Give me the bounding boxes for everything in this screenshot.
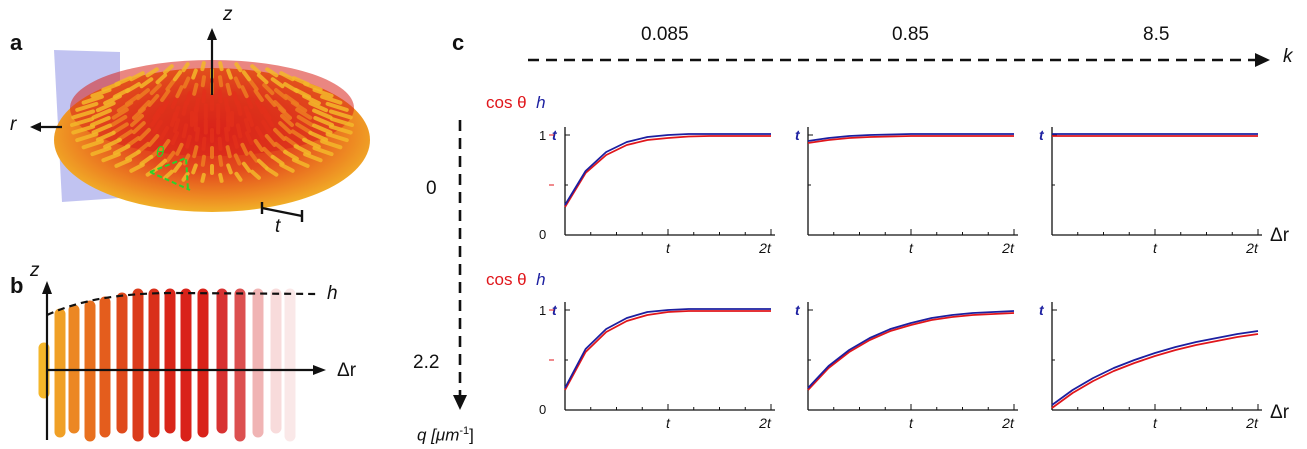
dr-label-row-1: Δr [1270,402,1289,424]
k-value-1: 0.85 [892,24,929,46]
plot-0-0-y-label-0: 0 [539,227,546,242]
plot-0-2-y-label-t: t [1039,127,1045,143]
plot-1-0-x-label-2t: 2t [758,415,772,431]
q-value-0: 0 [426,178,437,200]
plot-1-0-h-line [565,309,771,388]
plot-1-0-y-label-0: 0 [539,402,546,417]
q-value-1: 2.2 [413,352,439,374]
plot-0-1-h-line [808,134,1014,141]
q-axis-label-close: ] [469,426,474,445]
plot-1-2-x-label-2t: 2t [1245,415,1259,431]
q-axis-label-sup: -1 [459,425,469,437]
plot-1-0-x-label-t: t [666,415,671,431]
plot-1-1-cos-theta-line [808,313,1014,390]
plot-0-0-y-label-1: 1 [539,128,546,143]
plot-0-0-h-line [565,134,771,205]
legend-h-0: h [536,93,545,112]
q-axis-label-text: q [μm [417,426,459,445]
legend-cos-theta-0: cos θ [486,93,527,112]
plot-0-0-x-label-2t: 2t [758,240,772,256]
plot-1-1-x-label-t: t [909,415,914,431]
plot-1-2-x-label-t: t [1153,415,1158,431]
plot-1-2-h-line [1052,331,1258,405]
legend-row-0: cos θ h [486,93,546,113]
plot-0-1-x-label-2t: 2t [1001,240,1015,256]
plot-0-2-x-label-t: t [1153,240,1158,256]
k-value-0: 0.085 [641,24,689,46]
dr-label-row-0: Δr [1270,225,1289,247]
plot-0-1-x-label-t: t [909,240,914,256]
plot-1-1-h-line [808,311,1014,388]
plot-1-2-y-label-t: t [1039,302,1045,318]
plot-0-1-y-label-t: t [795,127,801,143]
plot-1-2-cos-theta-line [1052,334,1258,408]
q-arrowhead [453,395,467,410]
plot-1-0-cos-theta-line [565,311,771,390]
plot-0-2-x-label-2t: 2t [1245,240,1259,256]
k-axis-label: k [1283,46,1293,68]
plot-0-0-cos-theta-line [565,136,771,207]
plot-1-1-x-label-2t: 2t [1001,415,1015,431]
legend-cos-theta-1: cos θ [486,270,527,289]
legend-row-1: cos θ h [486,270,546,290]
k-arrowhead [1255,53,1270,67]
plot-0-0-x-label-t: t [666,240,671,256]
plot-1-1-y-label-t: t [795,302,801,318]
q-axis-label: q [μm-1] [417,425,474,446]
k-value-2: 8.5 [1143,24,1169,46]
legend-h-1: h [536,270,545,289]
plot-1-0-y-label-1: 1 [539,303,546,318]
